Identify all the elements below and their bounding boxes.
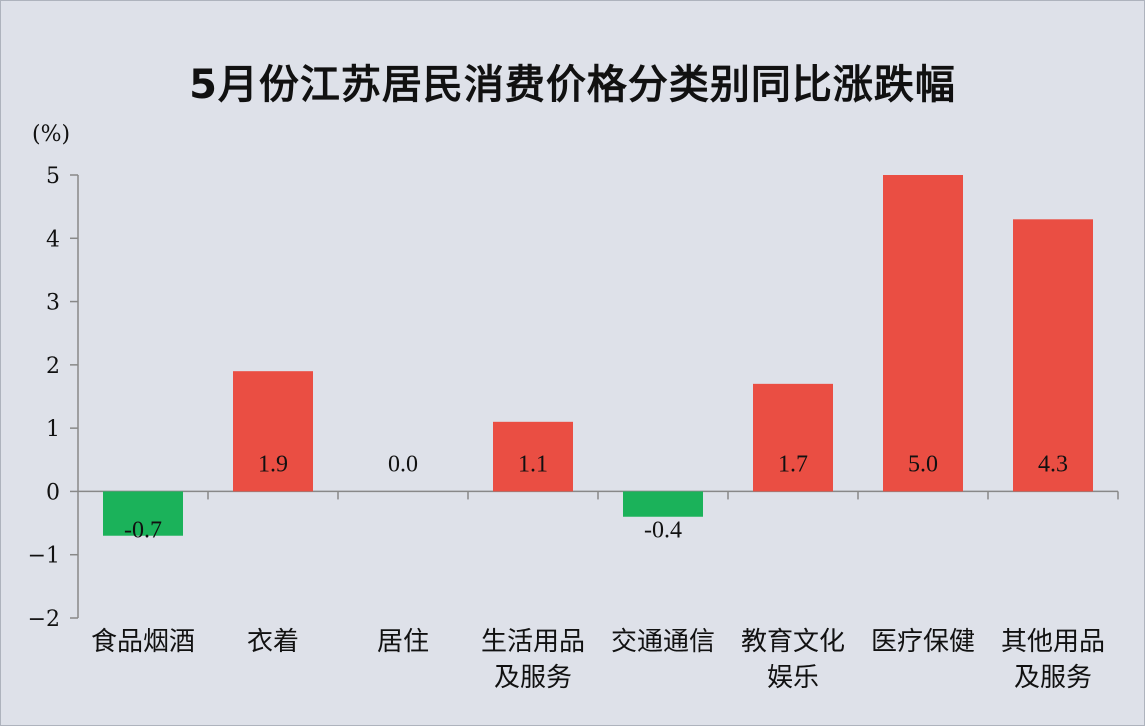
category-label: 生活用品 (481, 627, 585, 657)
chart-title: 5月份江苏居民消费价格分类别同比涨跌幅 (189, 62, 956, 108)
category-label: 交通通信 (611, 627, 715, 657)
bar (233, 371, 313, 492)
data-label: 5.0 (908, 451, 938, 477)
data-label: -0.7 (124, 517, 162, 543)
y-tick-label: −1 (28, 544, 60, 569)
y-tick-label: 5 (46, 164, 60, 189)
category-label: 居住 (377, 627, 429, 657)
y-tick-label: 3 (46, 291, 60, 316)
data-label: 1.1 (518, 451, 548, 477)
data-label: 4.3 (1038, 451, 1068, 477)
data-label: 0.0 (388, 451, 418, 477)
y-tick-label: 2 (46, 354, 60, 379)
category-label: 其他用品 (1001, 627, 1105, 657)
category-label: 衣着 (247, 627, 299, 657)
category-label: 及服务 (494, 663, 572, 693)
data-label: -0.4 (644, 517, 682, 543)
y-axis-unit-label: (%) (32, 122, 70, 147)
category-label: 娱乐 (767, 663, 819, 693)
y-tick-label: −2 (28, 607, 60, 632)
data-label: 1.7 (778, 451, 808, 477)
bar (493, 421, 573, 492)
category-label: 食品烟酒 (91, 627, 195, 657)
bar (883, 175, 963, 492)
data-label: 1.9 (258, 451, 288, 477)
bar (103, 491, 183, 536)
bar (623, 491, 703, 517)
bar (1013, 219, 1093, 492)
y-tick-label: 1 (46, 417, 60, 442)
category-label: 医疗保健 (871, 627, 975, 657)
bar (753, 383, 833, 492)
category-label: 及服务 (1014, 663, 1092, 693)
y-tick-label: 4 (46, 227, 60, 252)
y-tick-label: 0 (46, 480, 60, 505)
category-label: 教育文化 (741, 627, 845, 657)
